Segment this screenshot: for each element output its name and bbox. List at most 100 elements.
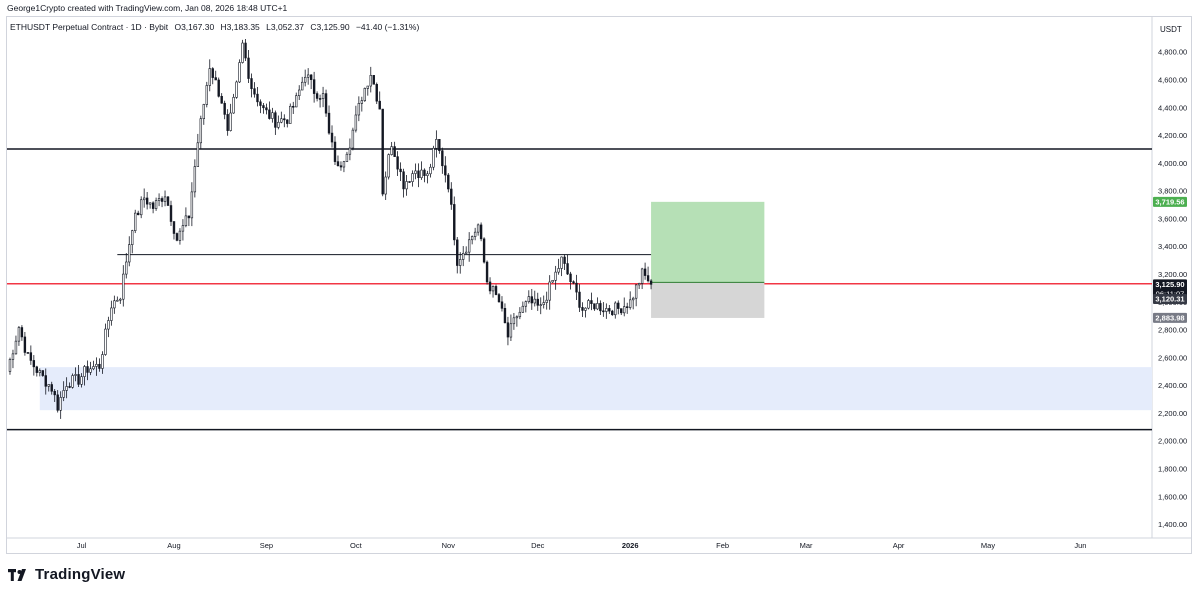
candle-body[interactable] xyxy=(467,239,471,253)
candle-body[interactable] xyxy=(348,147,352,155)
candle-body[interactable] xyxy=(86,366,89,373)
demand-zone[interactable] xyxy=(39,367,1153,411)
candle-body[interactable] xyxy=(351,129,355,149)
candle-body[interactable] xyxy=(119,298,122,301)
candle-body[interactable] xyxy=(551,279,554,283)
candle-body[interactable] xyxy=(268,109,271,119)
candle-body[interactable] xyxy=(575,282,578,293)
candle-body[interactable] xyxy=(166,196,170,206)
candle-body[interactable] xyxy=(148,202,152,205)
candle-body[interactable] xyxy=(515,316,519,319)
candle-body[interactable] xyxy=(50,384,53,392)
candle-body[interactable] xyxy=(59,397,62,411)
candle-body[interactable] xyxy=(336,161,340,166)
candle-body[interactable] xyxy=(151,202,155,209)
candle-body[interactable] xyxy=(309,74,313,80)
candle-body[interactable] xyxy=(262,105,265,109)
candle-body[interactable] xyxy=(137,212,140,216)
candle-body[interactable] xyxy=(617,302,620,309)
candle-body[interactable] xyxy=(160,198,164,202)
candle-body[interactable] xyxy=(199,118,203,144)
candle-body[interactable] xyxy=(220,95,223,104)
candle-body[interactable] xyxy=(289,105,292,124)
candle-body[interactable] xyxy=(256,93,259,103)
candle-body[interactable] xyxy=(390,146,393,155)
candle-body[interactable] xyxy=(378,100,381,110)
candle-body[interactable] xyxy=(426,173,429,176)
candle-body[interactable] xyxy=(232,97,235,114)
candle-body[interactable] xyxy=(485,261,489,283)
candle-body[interactable] xyxy=(456,239,459,266)
candle-body[interactable] xyxy=(235,81,238,98)
candle-body[interactable] xyxy=(238,62,241,83)
candle-body[interactable] xyxy=(277,121,280,128)
candle-body[interactable] xyxy=(330,132,334,143)
candle-body[interactable] xyxy=(444,165,447,176)
candle-body[interactable] xyxy=(253,88,256,95)
candle-body[interactable] xyxy=(593,303,596,310)
candle-body[interactable] xyxy=(98,363,101,369)
candle-body[interactable] xyxy=(324,93,328,114)
candle-body[interactable] xyxy=(611,310,614,316)
candle-body[interactable] xyxy=(608,308,611,312)
candle-body[interactable] xyxy=(77,374,80,385)
candle-body[interactable] xyxy=(605,308,608,312)
candle-body[interactable] xyxy=(620,308,623,314)
candle-body[interactable] xyxy=(110,307,113,321)
candle-body[interactable] xyxy=(145,197,149,205)
candle-body[interactable] xyxy=(435,139,438,149)
candle-body[interactable] xyxy=(578,291,581,308)
candle-body[interactable] xyxy=(628,299,632,308)
candle-body[interactable] xyxy=(479,224,483,240)
candle-body[interactable] xyxy=(8,359,12,372)
candle-body[interactable] xyxy=(476,224,480,233)
candle-body[interactable] xyxy=(462,253,465,260)
candle-body[interactable] xyxy=(214,77,217,81)
candle-body[interactable] xyxy=(408,181,411,183)
candle-body[interactable] xyxy=(438,139,441,152)
candle-body[interactable] xyxy=(354,114,358,131)
candle-body[interactable] xyxy=(536,298,539,306)
candle-body[interactable] xyxy=(542,302,545,305)
candle-body[interactable] xyxy=(602,310,605,313)
candle-body[interactable] xyxy=(241,42,244,63)
candle-body[interactable] xyxy=(157,198,161,201)
candle-body[interactable] xyxy=(80,376,83,385)
candle-body[interactable] xyxy=(333,141,337,162)
candle-body[interactable] xyxy=(41,370,44,376)
candle-body[interactable] xyxy=(14,340,18,355)
candle-body[interactable] xyxy=(473,231,477,237)
candle-body[interactable] xyxy=(384,176,387,195)
candle-body[interactable] xyxy=(83,366,86,377)
candle-body[interactable] xyxy=(366,85,369,89)
candle-body[interactable] xyxy=(432,147,435,168)
candle-body[interactable] xyxy=(74,374,77,376)
candle-body[interactable] xyxy=(226,114,229,131)
candle-body[interactable] xyxy=(500,301,504,309)
candle-body[interactable] xyxy=(139,199,143,216)
candle-body[interactable] xyxy=(518,311,522,318)
candle-body[interactable] xyxy=(429,166,432,175)
candle-body[interactable] xyxy=(363,88,367,101)
candle-body[interactable] xyxy=(375,83,378,102)
candle-body[interactable] xyxy=(637,283,641,286)
candle-body[interactable] xyxy=(178,230,182,241)
candle-body[interactable] xyxy=(184,215,188,226)
candle-body[interactable] xyxy=(509,323,513,338)
candle-body[interactable] xyxy=(417,170,420,179)
candle-body[interactable] xyxy=(554,271,557,281)
candle-body[interactable] xyxy=(315,93,319,99)
candle-body[interactable] xyxy=(295,95,298,108)
candle-body[interactable] xyxy=(512,317,516,325)
candle-body[interactable] xyxy=(32,360,36,368)
candle-body[interactable] xyxy=(649,280,653,285)
candle-body[interactable] xyxy=(464,251,468,254)
candle-body[interactable] xyxy=(560,256,563,269)
candle-body[interactable] xyxy=(11,353,15,360)
candle-body[interactable] xyxy=(56,394,59,411)
candle-body[interactable] xyxy=(95,363,98,367)
candle-body[interactable] xyxy=(113,300,116,309)
candle-body[interactable] xyxy=(623,306,626,314)
candle-body[interactable] xyxy=(89,368,92,373)
candle-body[interactable] xyxy=(107,320,110,330)
